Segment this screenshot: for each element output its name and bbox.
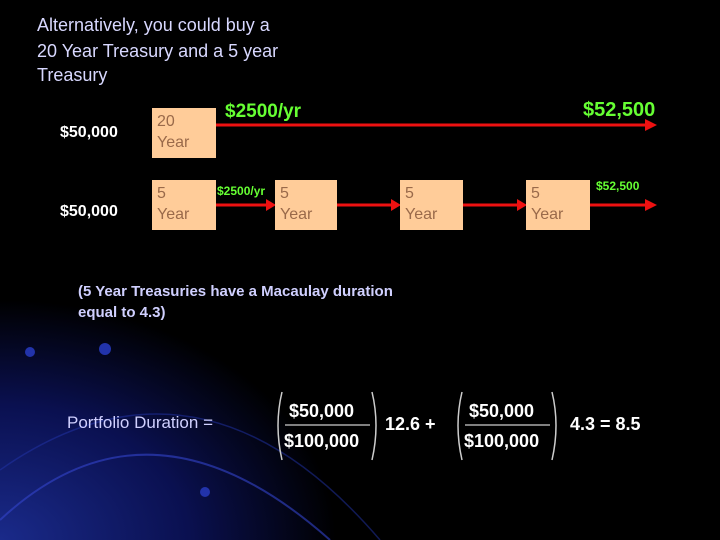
box-line: 5	[157, 185, 166, 202]
denominator: $100,000	[284, 431, 360, 451]
bond-box: 5 Year	[526, 180, 590, 230]
coupon: $2500/yr	[217, 184, 266, 198]
final-payment: $52,500	[583, 99, 656, 121]
note-line: equal to 4.3)	[78, 304, 166, 321]
numerator: $50,000	[469, 401, 535, 421]
bond-box: 5 Year	[152, 180, 216, 230]
formula-end: 4.3 = 8.5	[570, 414, 641, 434]
title-line: 20 Year Treasury and a 5 year	[37, 41, 279, 61]
bond-box: 5 Year	[275, 180, 337, 230]
box-line: 20	[157, 113, 175, 130]
box-line: Year	[280, 206, 313, 223]
title-line: Alternatively, you could buy a	[37, 15, 270, 35]
box-line: Year	[157, 134, 190, 151]
box-line: Year	[405, 206, 438, 223]
box-line: Year	[531, 206, 564, 223]
box-line: 5	[405, 185, 414, 202]
formula-label: Portfolio Duration =	[67, 413, 213, 432]
box-line: Year	[157, 206, 190, 223]
coupon: $2500/yr	[225, 101, 302, 122]
amount: $50,000	[60, 124, 118, 141]
denominator: $100,000	[464, 431, 540, 451]
note-line: (5 Year Treasuries have a Macaulay durat…	[78, 283, 393, 300]
numerator: $50,000	[289, 401, 355, 421]
amount: $50,000	[60, 203, 118, 220]
bond-box: 5 Year	[400, 180, 463, 230]
formula-mid: 12.6 +	[385, 414, 436, 434]
box-line: 5	[280, 185, 289, 202]
box-line: 5	[531, 185, 540, 202]
title-line: Treasury	[37, 65, 108, 85]
final-payment: $52,500	[596, 179, 640, 193]
bond-box: 20 Year	[152, 108, 216, 158]
